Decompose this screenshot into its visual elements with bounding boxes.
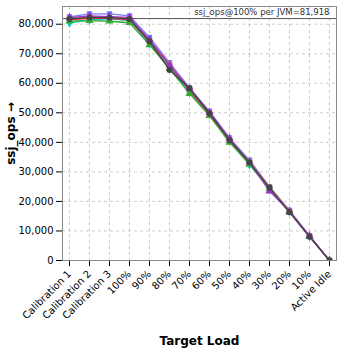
svg-text:10%: 10%: [289, 268, 314, 292]
svg-text:70%: 70%: [170, 268, 194, 292]
svg-text:Active Idle: Active Idle: [288, 268, 333, 313]
svg-text:80%: 80%: [150, 268, 174, 292]
svg-text:40%: 40%: [230, 268, 254, 292]
svg-text:10,000: 10,000: [19, 225, 54, 236]
svg-text:Calibration 3: Calibration 3: [60, 268, 113, 321]
svg-text:0: 0: [47, 255, 53, 266]
svg-text:Calibration 2: Calibration 2: [40, 268, 94, 322]
svg-text:Target Load: Target Load: [160, 334, 240, 348]
svg-text:Calibration 1: Calibration 1: [20, 268, 74, 322]
svg-text:ssj_ops@100% per JVM=81,918: ssj_ops@100% per JVM=81,918: [194, 7, 329, 17]
svg-text:60,000: 60,000: [19, 77, 54, 88]
svg-text:60%: 60%: [190, 268, 214, 292]
svg-text:90%: 90%: [130, 268, 154, 292]
svg-text:30%: 30%: [250, 268, 274, 292]
svg-text:100%: 100%: [105, 268, 133, 296]
svg-text:20%: 20%: [270, 268, 294, 292]
svg-text:50,000: 50,000: [19, 107, 54, 118]
svg-text:20,000: 20,000: [19, 196, 54, 207]
svg-text:50%: 50%: [210, 268, 234, 292]
svg-text:80,000: 80,000: [19, 18, 54, 29]
svg-text:70,000: 70,000: [19, 48, 54, 59]
svg-text:30,000: 30,000: [19, 166, 54, 177]
svg-text:ssj_ops →: ssj_ops →: [4, 102, 19, 165]
svg-text:40,000: 40,000: [19, 137, 54, 148]
